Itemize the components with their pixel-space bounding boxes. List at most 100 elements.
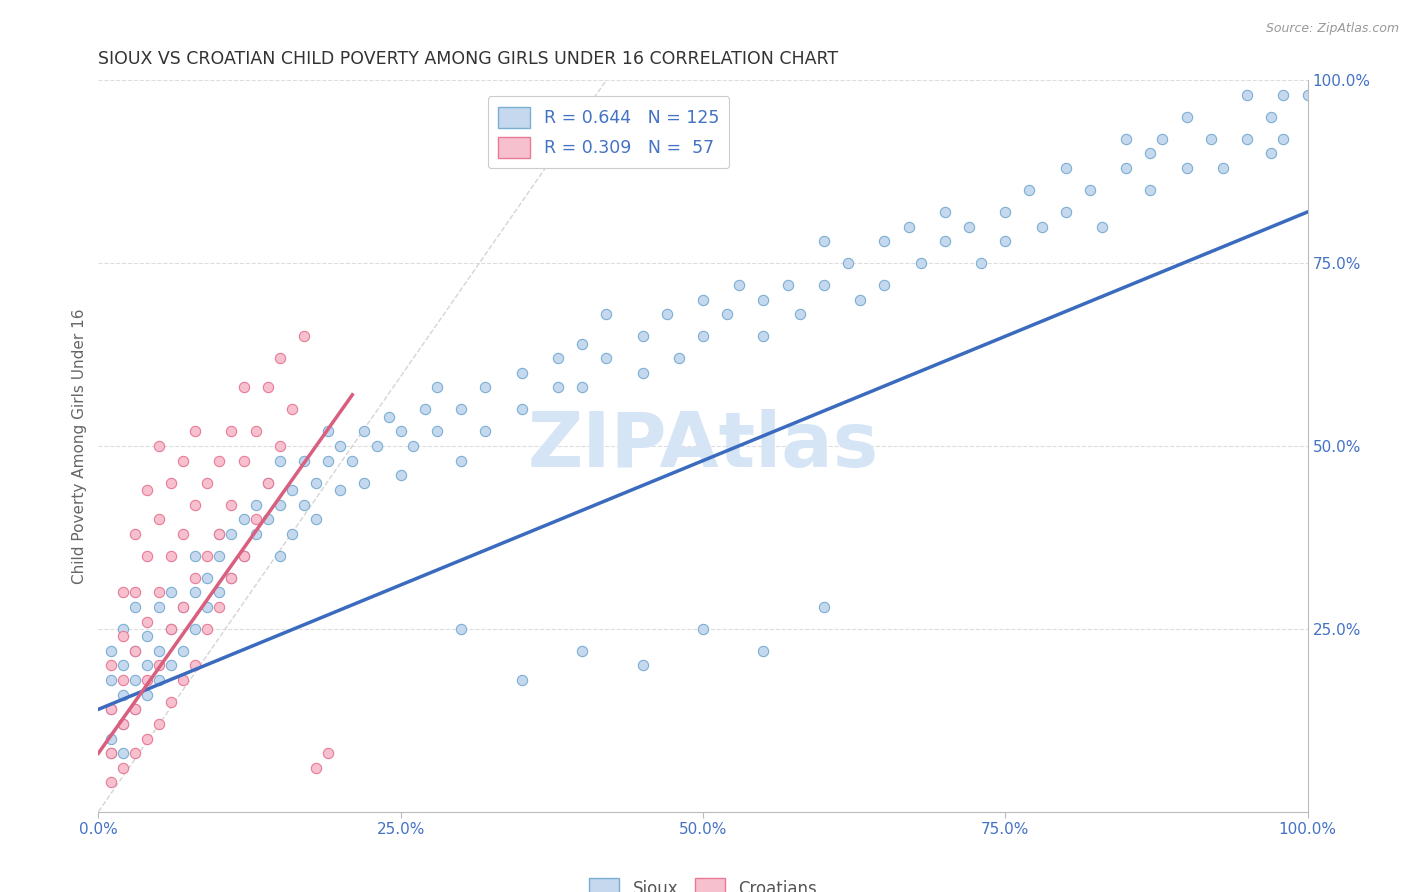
Point [450, 622, 472, 636]
Text: ZIPAtlas: ZIPAtlas [527, 409, 879, 483]
Point [245, 512, 267, 526]
Point [631, 658, 654, 673]
Point [957, 219, 980, 234]
Point [232, 549, 254, 563]
Point [316, 425, 339, 439]
Point [1272, 132, 1295, 146]
Point [160, 622, 183, 636]
Point [1115, 132, 1137, 146]
Point [752, 329, 775, 343]
Point [510, 673, 533, 687]
Point [316, 453, 339, 467]
Point [776, 278, 799, 293]
Point [135, 615, 157, 629]
Point [100, 731, 122, 746]
Point [221, 425, 243, 439]
Point [184, 571, 207, 585]
Point [1031, 219, 1053, 234]
Point [353, 475, 375, 490]
Point [1054, 161, 1077, 175]
Point [1296, 87, 1319, 102]
Point [1115, 161, 1137, 175]
Point [970, 256, 993, 270]
Point [148, 512, 170, 526]
Point [245, 526, 267, 541]
Point [208, 585, 231, 599]
Point [172, 599, 194, 614]
Point [813, 599, 835, 614]
Point [716, 307, 738, 321]
Point [1260, 146, 1282, 161]
Point [148, 599, 170, 614]
Point [692, 329, 714, 343]
Point [934, 234, 956, 248]
Point [631, 329, 654, 343]
Point [269, 453, 291, 467]
Point [873, 278, 896, 293]
Point [111, 585, 134, 599]
Point [100, 746, 122, 760]
Point [208, 453, 231, 467]
Point [1236, 132, 1258, 146]
Point [172, 673, 194, 687]
Point [377, 409, 399, 424]
Point [1175, 161, 1198, 175]
Point [752, 644, 775, 658]
Point [148, 658, 170, 673]
Point [910, 256, 932, 270]
Point [305, 475, 328, 490]
Point [1199, 132, 1222, 146]
Point [232, 549, 254, 563]
Point [135, 731, 157, 746]
Point [135, 673, 157, 687]
Point [195, 475, 218, 490]
Point [873, 234, 896, 248]
Point [160, 658, 183, 673]
Point [329, 483, 352, 497]
Point [124, 644, 146, 658]
Point [100, 702, 122, 716]
Point [184, 585, 207, 599]
Point [111, 673, 134, 687]
Point [160, 622, 183, 636]
Point [994, 234, 1017, 248]
Point [208, 599, 231, 614]
Point [124, 526, 146, 541]
Point [160, 475, 183, 490]
Point [160, 695, 183, 709]
Point [111, 717, 134, 731]
Point [184, 425, 207, 439]
Point [1054, 205, 1077, 219]
Point [571, 380, 593, 394]
Point [256, 475, 278, 490]
Point [184, 549, 207, 563]
Point [571, 644, 593, 658]
Point [172, 599, 194, 614]
Point [813, 278, 835, 293]
Point [329, 439, 352, 453]
Point [100, 702, 122, 716]
Point [668, 351, 690, 366]
Point [148, 717, 170, 731]
Point [510, 366, 533, 380]
Point [232, 512, 254, 526]
Point [124, 673, 146, 687]
Point [184, 498, 207, 512]
Point [426, 380, 449, 394]
Point [221, 571, 243, 585]
Point [450, 453, 472, 467]
Point [292, 498, 315, 512]
Point [692, 293, 714, 307]
Point [148, 585, 170, 599]
Point [474, 380, 496, 394]
Point [813, 234, 835, 248]
Point [281, 402, 304, 417]
Point [135, 549, 157, 563]
Point [994, 205, 1017, 219]
Point [124, 644, 146, 658]
Point [366, 439, 388, 453]
Point [402, 439, 425, 453]
Point [1091, 219, 1114, 234]
Point [256, 512, 278, 526]
Point [160, 585, 183, 599]
